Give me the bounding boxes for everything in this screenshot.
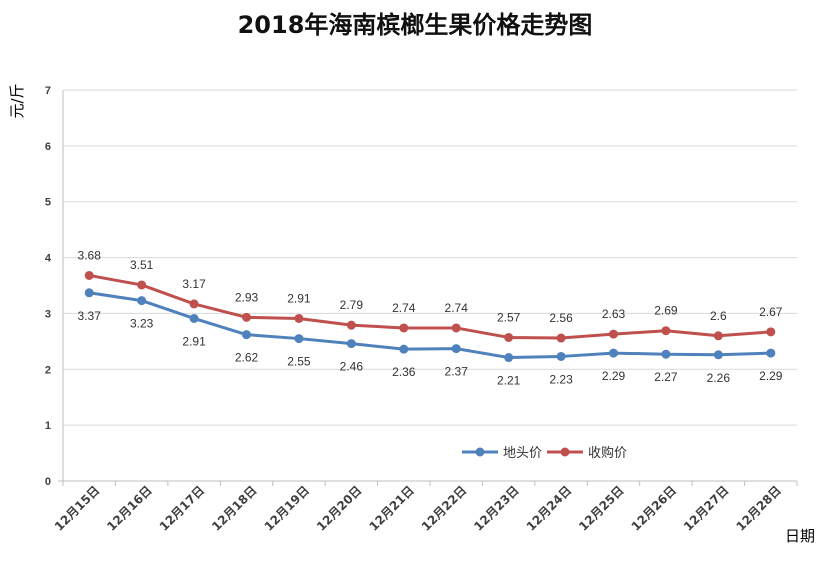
x-tick-label: 12月28日	[733, 483, 783, 533]
gridlines	[63, 89, 797, 426]
data-label-shougou: 3.17	[182, 277, 206, 291]
data-label-shougou: 2.63	[602, 307, 626, 321]
data-label-ditou: 2.91	[182, 334, 206, 348]
data-label-ditou: 3.23	[130, 317, 154, 331]
data-label-shougou: 2.93	[235, 290, 259, 304]
data-point-shougou	[84, 270, 94, 280]
data-point-shougou	[399, 323, 409, 333]
legend-label-ditou: 地头价	[503, 446, 542, 461]
data-point-shougou	[294, 313, 304, 323]
data-point-ditou	[294, 334, 304, 344]
data-point-ditou	[556, 351, 566, 361]
data-label-ditou: 2.29	[759, 369, 783, 383]
x-tick-label: 12月18日	[209, 483, 259, 533]
data-point-shougou	[609, 329, 618, 339]
data-label-ditou: 2.26	[707, 371, 731, 385]
data-point-shougou	[242, 312, 251, 322]
data-point-shougou	[766, 327, 776, 337]
y-tick-label-2: 2	[45, 364, 51, 376]
x-tick-labels: 12月15日 12月16日 12月17日 12月18日 12月19日 12月20日 12月2…	[52, 483, 784, 533]
data-label-shougou: 2.74	[392, 301, 416, 315]
y-axis-label: 元/斤	[8, 83, 26, 118]
data-point-ditou	[189, 313, 199, 323]
data-label-shougou: 2.69	[654, 304, 678, 318]
y-tick-label-4: 4	[45, 253, 52, 265]
y-tick-label-3: 3	[45, 308, 51, 320]
x-tick-label: 12月16日	[104, 483, 154, 533]
y-tick-label-1: 1	[45, 420, 51, 432]
data-point-ditou	[713, 350, 723, 360]
data-point-shougou	[451, 323, 461, 333]
data-point-ditou	[504, 353, 514, 363]
x-tick-label: 12月21日	[366, 483, 416, 533]
data-label-ditou: 2.23	[549, 372, 573, 386]
data-point-ditou	[609, 348, 618, 358]
series-line-shougou	[87, 273, 773, 340]
chart-title: 2018年海南槟榔生果价格走势图	[238, 11, 593, 39]
data-label-shougou: 2.91	[287, 291, 311, 305]
x-tick-label: 12月23日	[471, 483, 521, 533]
series-line-ditou	[87, 291, 773, 360]
data-point-ditou	[661, 349, 671, 359]
data-label-ditou: 3.37	[78, 309, 102, 323]
data-point-ditou	[137, 296, 147, 306]
data-point-shougou	[137, 280, 147, 290]
data-label-ditou: 2.21	[497, 374, 521, 388]
data-point-ditou	[766, 348, 776, 358]
axes	[58, 90, 798, 486]
y-tick-labels: 0 1 2 3 4 5 6 7	[45, 85, 52, 488]
data-label-shougou: 2.57	[497, 310, 521, 324]
data-label-ditou: 2.37	[445, 365, 469, 379]
x-axis-label: 日期	[785, 527, 815, 545]
data-label-shougou: 3.68	[78, 248, 102, 262]
data-label-shougou: 2.74	[445, 301, 469, 315]
data-label-ditou: 2.55	[287, 355, 311, 369]
data-point-shougou	[556, 333, 566, 343]
data-label-shougou: 2.56	[549, 311, 573, 325]
x-tick-label: 12月20日	[314, 483, 364, 533]
legend-marker-shougou	[560, 447, 570, 457]
data-point-shougou	[189, 299, 199, 309]
data-point-ditou	[346, 339, 356, 349]
x-tick-label: 12月17日	[157, 483, 207, 533]
legend-label-shougou: 收购价	[588, 445, 627, 461]
data-labels: 3.37 3.23 2.91 2.62 2.55 2.46 2.36 2.37 2.21 2.23…	[78, 248, 783, 387]
data-point-ditou	[399, 344, 409, 354]
data-point-ditou	[451, 344, 461, 354]
y-tick-label-7: 7	[45, 85, 51, 97]
data-label-shougou: 3.51	[130, 258, 154, 272]
data-point-shougou	[661, 326, 671, 336]
x-tick-label: 12月24日	[524, 483, 574, 533]
data-point-shougou	[713, 331, 723, 341]
data-label-ditou: 2.46	[340, 360, 364, 374]
y-tick-label-0: 0	[45, 476, 51, 488]
data-label-shougou: 2.6	[710, 309, 727, 323]
y-tick-label-6: 6	[45, 141, 51, 153]
data-label-ditou: 2.62	[235, 351, 259, 365]
x-tick-label: 12月25日	[576, 483, 626, 533]
data-label-shougou: 2.79	[340, 298, 364, 312]
data-label-shougou: 2.67	[759, 305, 783, 319]
x-tick-label: 12月15日	[52, 483, 102, 533]
x-tick-label: 12月26日	[629, 483, 679, 533]
series-lines	[84, 270, 776, 363]
x-tick-label: 12月19日	[262, 483, 312, 533]
data-label-ditou: 2.29	[602, 369, 626, 383]
data-point-ditou	[84, 288, 94, 298]
x-tick-label: 12月27日	[681, 483, 731, 533]
data-point-ditou	[242, 330, 251, 340]
data-label-ditou: 2.27	[654, 370, 678, 384]
data-point-shougou	[504, 332, 514, 342]
x-tick-label: 12月22日	[419, 483, 469, 533]
data-label-ditou: 2.36	[392, 365, 416, 379]
legend: 地头价 收购价	[462, 445, 627, 461]
legend-marker-ditou	[475, 447, 485, 457]
data-point-shougou	[346, 320, 356, 330]
y-tick-label-5: 5	[45, 197, 51, 209]
